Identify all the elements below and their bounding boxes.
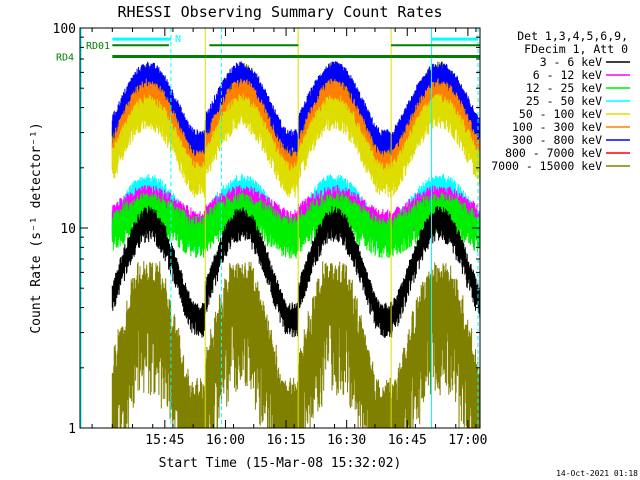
- legend-header: FDecim 1, Att 0: [524, 42, 628, 56]
- x-axis-label: Start Time (15-Mar-08 15:32:02): [159, 456, 402, 471]
- legend-label: 6 - 12 keV: [533, 68, 602, 82]
- legend-label: 3 - 6 keV: [540, 55, 602, 69]
- legend-label: 7000 - 15000 keV: [491, 159, 602, 173]
- series-line: [111, 93, 481, 198]
- flag-label-rd4: RD4: [56, 53, 74, 64]
- legend-label: 300 - 800 keV: [512, 133, 602, 147]
- legend: Det 1,3,4,5,6,9,FDecim 1, Att 03 - 6 keV…: [491, 29, 630, 173]
- x-tick-label: 17:00: [448, 433, 487, 448]
- series-layer: [111, 61, 481, 429]
- legend-label: 25 - 50 keV: [526, 94, 602, 108]
- x-tick-label: 16:15: [266, 433, 305, 448]
- flag-label-rd01: RD01: [86, 41, 110, 52]
- y-tick-label: 1: [68, 422, 76, 437]
- y-tick-label: 100: [53, 22, 76, 37]
- y-tick-label: 10: [60, 222, 76, 237]
- legend-label: 800 - 7000 keV: [505, 146, 602, 160]
- legend-label: 50 - 100 keV: [519, 107, 602, 121]
- legend-header: Det 1,3,4,5,6,9,: [517, 29, 628, 43]
- flag-label-night: N: [175, 34, 181, 45]
- series-line: [111, 261, 481, 429]
- axis-ticks: 15:45 16:00 16:15 16:30 16:45 17:00 1 10 100: [53, 22, 488, 448]
- series-line: [111, 61, 481, 159]
- legend-label: 100 - 300 keV: [512, 120, 602, 134]
- chart-title: RHESSI Observing Summary Count Rates: [117, 3, 442, 21]
- series-line: [111, 205, 481, 339]
- x-tick-label: 15:45: [145, 433, 184, 448]
- y-axis-label: Count Rate (s⁻¹ detector⁻¹): [29, 122, 44, 333]
- legend-label: 12 - 25 keV: [526, 81, 602, 95]
- x-tick-label: 16:30: [327, 433, 366, 448]
- series-line: [111, 191, 481, 259]
- timestamp: 14-Oct-2021 01:18: [556, 469, 638, 478]
- x-tick-label: 16:45: [388, 433, 427, 448]
- x-tick-label: 16:00: [206, 433, 245, 448]
